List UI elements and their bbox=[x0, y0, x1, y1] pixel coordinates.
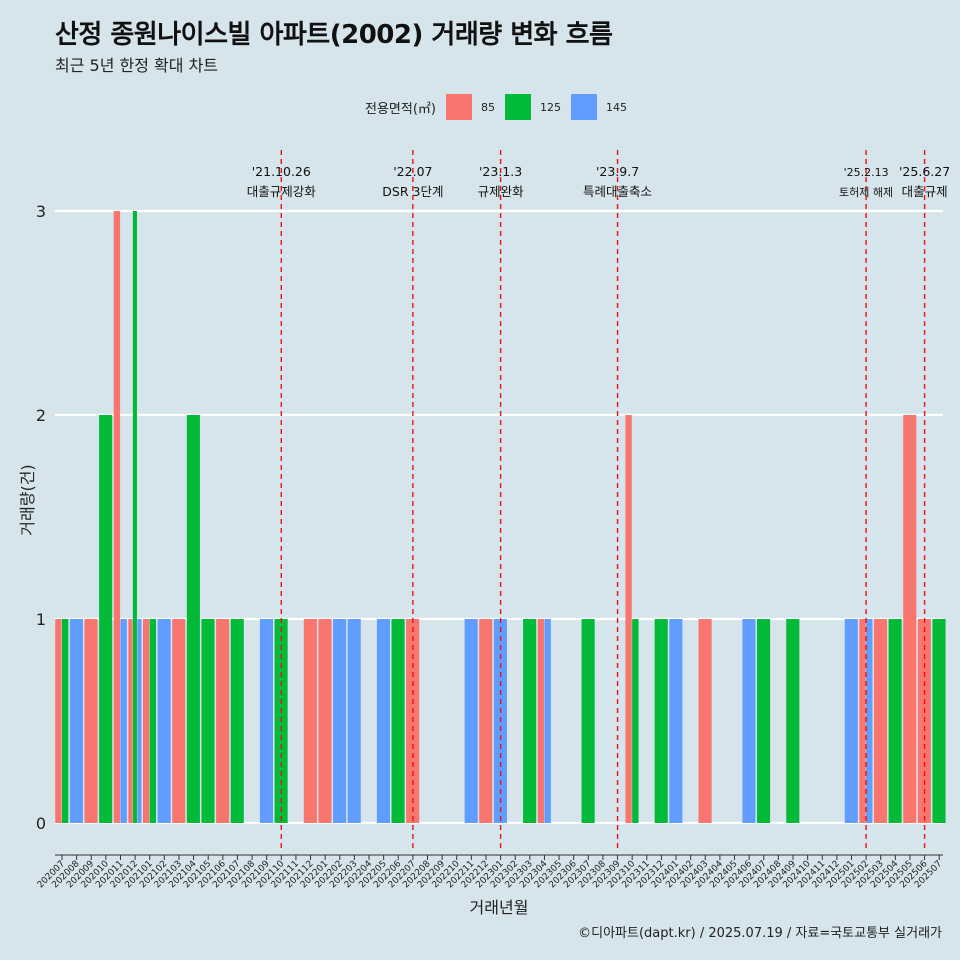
bar-202310-85 bbox=[625, 415, 632, 823]
x-axis-title: 거래년월 bbox=[470, 898, 529, 917]
y-axis-title: 거래량(건) bbox=[18, 464, 37, 535]
bar-202304-85 bbox=[537, 619, 545, 823]
bar-202407-125 bbox=[757, 619, 771, 823]
event-label-202502: 토허제 해제 bbox=[839, 185, 893, 199]
bar-202104-125 bbox=[186, 415, 200, 823]
bar-202102-145 bbox=[157, 619, 171, 823]
legend-item-85: 85 bbox=[445, 94, 495, 120]
y-tick-label-2: 2 bbox=[36, 406, 46, 425]
bar-202307-125 bbox=[581, 619, 595, 823]
source-caption: ©디아파트(dapt.kr) / 2025.07.19 / 자료=국토교통부 실… bbox=[578, 926, 942, 941]
bar-202507-125 bbox=[932, 619, 946, 823]
legend-swatch-145 bbox=[570, 94, 597, 120]
y-tick-label-3: 3 bbox=[36, 202, 46, 221]
bar-202505-85 bbox=[903, 415, 917, 823]
bar-202501-145 bbox=[844, 619, 858, 823]
bar-202103-85 bbox=[172, 619, 186, 823]
chart-title: 산정 종원나이스빌 아파트(2002) 거래량 변화 흐름 bbox=[55, 20, 613, 50]
y-tick-label-1: 1 bbox=[36, 610, 46, 629]
bar-202107-125 bbox=[230, 619, 244, 823]
bar-202211-145 bbox=[464, 619, 478, 823]
legend-label-85: 85 bbox=[480, 100, 495, 114]
bar-202012-145 bbox=[137, 619, 142, 823]
bar-202008-145 bbox=[69, 619, 83, 823]
bar-202012-125 bbox=[132, 211, 137, 823]
event-label-202506: 대출규제 bbox=[902, 184, 948, 199]
legend-swatch-85 bbox=[445, 94, 472, 120]
bar-202406-145 bbox=[742, 619, 756, 823]
bar-202203-145 bbox=[347, 619, 361, 823]
event-label-202110: 대출규제강화 bbox=[247, 184, 317, 199]
bar-202007-85 bbox=[55, 619, 62, 823]
bar-202401-145 bbox=[669, 619, 683, 823]
bar-202504-125 bbox=[888, 619, 902, 823]
bar-202012-85 bbox=[128, 619, 133, 823]
bar-202105-125 bbox=[201, 619, 215, 823]
bar-202312-125 bbox=[654, 619, 668, 823]
bar-202409-125 bbox=[786, 619, 800, 823]
bar-202304-145 bbox=[544, 619, 551, 823]
legend-swatch-125 bbox=[504, 94, 531, 120]
bar-202212-85 bbox=[479, 619, 493, 823]
event-date-202207: '22.07 bbox=[393, 164, 432, 179]
legend: 전용면적(㎡) 85 125 145 bbox=[365, 93, 637, 121]
bar-202009-85 bbox=[84, 619, 98, 823]
bar-202403-85 bbox=[698, 619, 712, 823]
bar-202011-85 bbox=[113, 211, 121, 823]
event-label-202309: 특례대출축소 bbox=[583, 184, 652, 199]
bar-202112-85 bbox=[303, 619, 317, 823]
legend-label-125: 125 bbox=[539, 100, 561, 114]
bar-202502-145 bbox=[866, 619, 873, 823]
chart-subtitle: 최근 5년 한정 확대 차트 bbox=[55, 56, 219, 75]
event-label-202207: DSR 3단계 bbox=[382, 184, 443, 199]
bar-202007-125 bbox=[62, 619, 69, 823]
bar-202205-145 bbox=[376, 619, 390, 823]
bar-202202-145 bbox=[333, 619, 347, 823]
bar-202303-125 bbox=[523, 619, 537, 823]
event-date-202502: '25.2.13 bbox=[844, 166, 889, 179]
bar-202011-145 bbox=[120, 619, 127, 823]
bar-202502-85 bbox=[859, 619, 866, 823]
bar-202101-125 bbox=[149, 619, 157, 823]
bar-202206-125 bbox=[391, 619, 405, 823]
y-tick-label-0: 0 bbox=[36, 814, 46, 833]
event-label-202301: 규제완화 bbox=[478, 184, 525, 199]
bar-202310-125 bbox=[632, 619, 639, 823]
event-date-202506: '25.6.27 bbox=[899, 164, 950, 179]
legend-label-145: 145 bbox=[605, 100, 627, 114]
bar-202101-85 bbox=[142, 619, 150, 823]
legend-item-125: 125 bbox=[504, 94, 561, 120]
bar-202201-85 bbox=[318, 619, 332, 823]
legend-item-145: 145 bbox=[570, 94, 627, 120]
bar-202010-125 bbox=[99, 415, 113, 823]
bar-202109-145 bbox=[259, 619, 274, 823]
bar-202106-85 bbox=[216, 619, 230, 823]
bar-202503-85 bbox=[873, 619, 888, 823]
event-date-202110: '21.10.26 bbox=[252, 164, 311, 179]
legend-title: 전용면적(㎡) bbox=[365, 101, 436, 117]
event-date-202309: '23.9.7 bbox=[596, 164, 639, 179]
event-date-202301: '23.1.3 bbox=[479, 164, 522, 179]
